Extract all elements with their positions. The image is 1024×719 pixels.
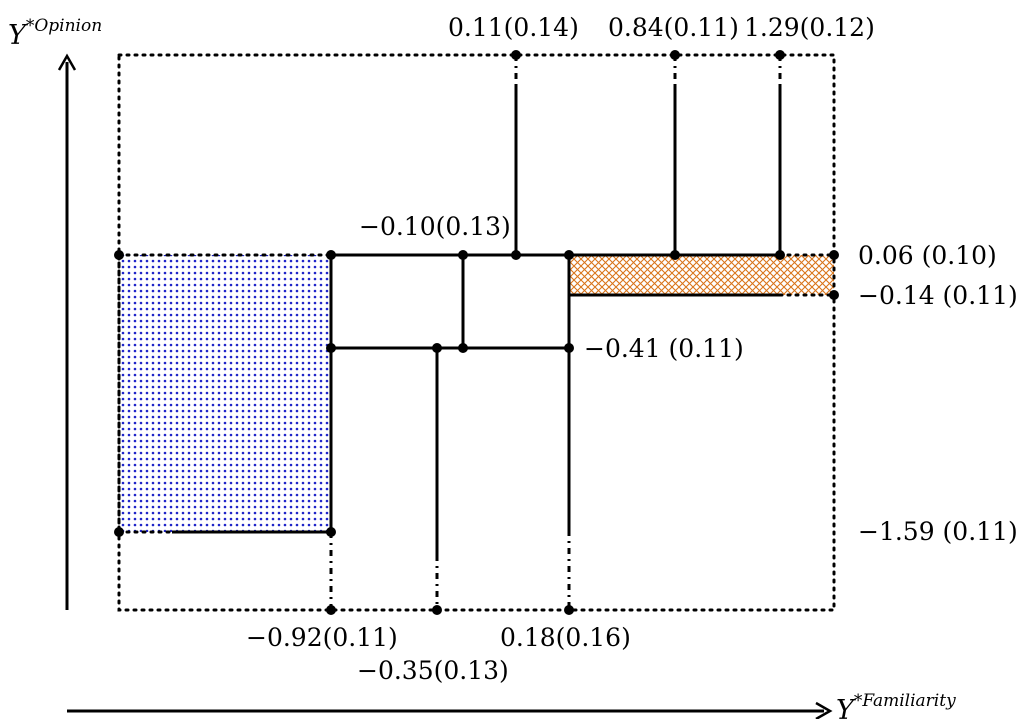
tree-solid-lines (172, 85, 782, 555)
x-axis-sup: *Familiarity (854, 691, 956, 711)
node (670, 250, 680, 260)
y-axis (57, 53, 77, 610)
x-axis-var: Y (836, 695, 856, 719)
node (326, 250, 336, 260)
inner-label-mid-right: −0.41 (0.11) (584, 334, 744, 363)
blue-dotted-region (119, 255, 331, 532)
node (564, 250, 574, 260)
dashdot-connectors (329, 55, 782, 610)
right-label-3: −1.59 (0.11) (858, 517, 1018, 546)
node (564, 343, 574, 353)
node (511, 250, 521, 260)
bottom-label-2: 0.18(0.16) (500, 623, 631, 652)
top-label-2: 0.84(0.11) (608, 13, 739, 42)
top-label-3: 1.29(0.12) (744, 13, 875, 42)
bottom-label-3: −0.35(0.13) (357, 656, 509, 685)
node (829, 250, 839, 260)
node (432, 343, 442, 353)
bottom-label-1: −0.92(0.11) (246, 623, 398, 652)
node (564, 605, 574, 615)
y-axis-title: Y*Opinion (8, 16, 102, 51)
y-axis-var: Y (8, 20, 28, 51)
node (326, 605, 336, 615)
top-label-1: 0.11(0.14) (448, 13, 579, 42)
node (458, 343, 468, 353)
orange-crosshatch-region (569, 255, 834, 295)
node (114, 250, 124, 260)
inner-label-upper: −0.10(0.13) (359, 212, 511, 241)
node (458, 250, 468, 260)
node (775, 250, 785, 260)
node (432, 605, 442, 615)
node (326, 527, 336, 537)
x-axis (67, 701, 833, 719)
outer-dotted-frame (117, 53, 836, 612)
node (511, 50, 521, 60)
node (670, 50, 680, 60)
nodes (114, 50, 839, 615)
node (114, 527, 124, 537)
y-axis-sup: *Opinion (26, 16, 102, 36)
node (829, 290, 839, 300)
node (326, 343, 336, 353)
right-label-1: 0.06 (0.10) (858, 241, 997, 270)
right-label-2: −0.14 (0.11) (858, 281, 1018, 310)
node (775, 50, 785, 60)
x-axis-title: Y*Familiarity (836, 691, 956, 719)
